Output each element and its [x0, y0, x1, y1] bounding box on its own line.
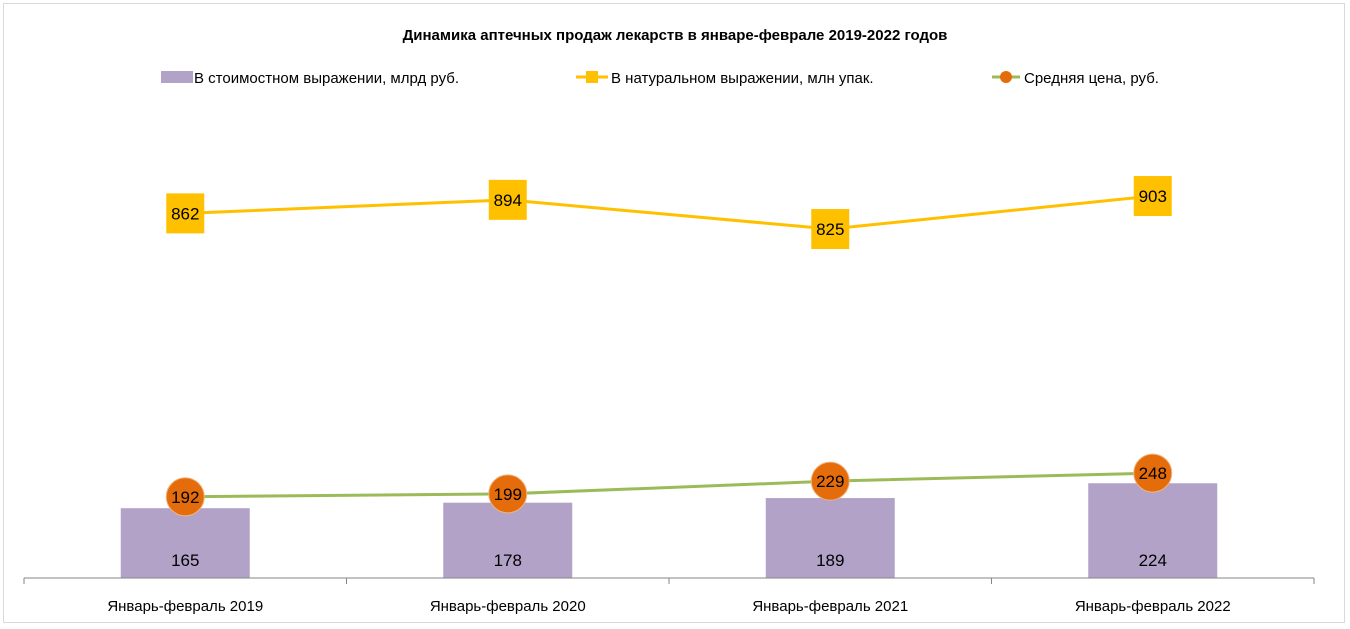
legend-label-packs: В натуральном выражении, млн упак. — [611, 70, 874, 87]
legend-label-price: Средняя цена, руб. — [1024, 70, 1159, 87]
data-label-packs: 825 — [816, 220, 844, 239]
marker-packs — [811, 209, 850, 250]
data-label-packs: 903 — [1139, 187, 1167, 206]
legend-item-packs: В натуральном выражении, млн упак. — [576, 70, 874, 87]
legend-item-price: Средняя цена, руб. — [992, 70, 1159, 87]
data-label-bar: 189 — [816, 551, 844, 570]
plot-area: Январь-февраль 2019 Январь-февраль 2020 Ян… — [23, 176, 1315, 615]
data-label-bar: 224 — [1139, 551, 1167, 570]
chart-title: Динамика аптечных продаж лекарств в янва… — [403, 27, 948, 44]
marker-price — [165, 477, 205, 517]
marker-price — [810, 461, 850, 501]
x-tick-label: Январь-февраль 2022 — [1075, 598, 1231, 615]
legend-marker-packs — [586, 71, 598, 83]
legend-swatch-bar — [161, 71, 193, 83]
data-label-price: 229 — [816, 472, 844, 491]
data-label-price: 192 — [171, 488, 199, 507]
marker-packs — [1133, 176, 1172, 217]
series-line-price — [185, 471, 1153, 499]
legend-label-bar: В стоимостном выражении, млрд руб. — [194, 70, 459, 87]
x-tick-label: Январь-февраль 2021 — [752, 598, 908, 615]
data-label-bar: 165 — [171, 551, 199, 570]
data-label-packs: 862 — [171, 204, 199, 223]
bar — [443, 502, 573, 578]
marker-price — [488, 474, 528, 514]
x-tick-label: Январь-февраль 2019 — [107, 598, 263, 615]
marker-packs — [166, 193, 205, 234]
legend-item-bar: В стоимостном выражении, млрд руб. — [161, 70, 459, 87]
data-label-bar: 178 — [494, 551, 522, 570]
bar — [120, 508, 250, 578]
marker-price — [1133, 453, 1173, 493]
data-label-price: 248 — [1139, 464, 1167, 483]
data-label-price: 199 — [494, 485, 522, 504]
bar — [765, 498, 895, 578]
legend: В стоимостном выражении, млрд руб. В нат… — [161, 70, 1159, 87]
marker-packs — [488, 179, 527, 220]
series-line-packs — [185, 194, 1153, 231]
bar — [1088, 483, 1218, 578]
data-label-packs: 894 — [494, 191, 522, 210]
x-tick-label: Январь-февраль 2020 — [430, 598, 586, 615]
legend-marker-price — [1000, 71, 1012, 83]
